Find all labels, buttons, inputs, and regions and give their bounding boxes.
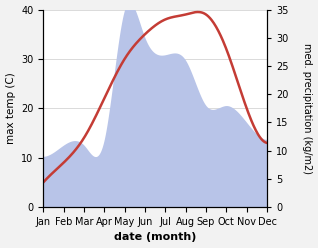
X-axis label: date (month): date (month) [114, 232, 196, 243]
Y-axis label: max temp (C): max temp (C) [5, 72, 16, 144]
Y-axis label: med. precipitation (kg/m2): med. precipitation (kg/m2) [302, 43, 313, 174]
